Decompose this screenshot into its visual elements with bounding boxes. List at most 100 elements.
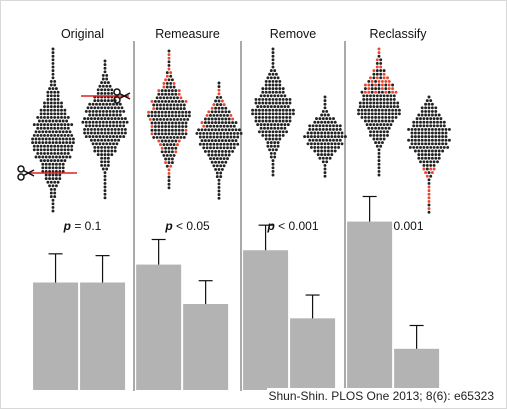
data-point xyxy=(313,120,317,124)
data-point xyxy=(112,113,115,117)
data-point xyxy=(49,180,53,184)
dot-plot-reclassify xyxy=(357,47,451,214)
data-point xyxy=(96,145,100,149)
data-point xyxy=(103,99,107,103)
data-point xyxy=(377,155,381,159)
data-point xyxy=(164,121,168,125)
data-point xyxy=(160,121,164,125)
data-point xyxy=(266,94,270,98)
data-point-highlighted xyxy=(427,185,431,189)
data-point-highlighted xyxy=(164,161,168,165)
data-point xyxy=(320,142,324,146)
data-point xyxy=(215,103,219,107)
data-point xyxy=(372,94,376,98)
data-point xyxy=(392,97,396,101)
data-point xyxy=(202,142,206,146)
data-point xyxy=(410,131,414,135)
data-point xyxy=(276,105,280,109)
data-point xyxy=(68,141,72,145)
data-point xyxy=(422,124,426,128)
data-point xyxy=(326,120,330,124)
data-point xyxy=(271,61,275,65)
data-point xyxy=(222,113,226,117)
data-point xyxy=(392,94,396,98)
data-point xyxy=(419,124,422,128)
data-point xyxy=(338,124,342,128)
data-point xyxy=(49,126,53,130)
data-point xyxy=(39,115,43,119)
data-point xyxy=(103,106,107,110)
data-point-highlighted xyxy=(176,143,179,147)
data-point xyxy=(271,173,275,177)
data-point xyxy=(210,153,214,157)
data-point xyxy=(177,110,181,114)
data-point xyxy=(274,137,278,141)
data-point-highlighted xyxy=(427,192,431,196)
data-point-highlighted xyxy=(384,79,388,83)
data-point xyxy=(212,131,216,135)
data-point xyxy=(162,103,166,107)
data-point xyxy=(110,131,114,135)
data-point xyxy=(234,121,238,125)
dot-cluster-right xyxy=(81,59,129,200)
data-point xyxy=(288,112,292,116)
data-point xyxy=(54,87,58,91)
data-point xyxy=(422,160,426,164)
data-point xyxy=(217,196,221,200)
data-point xyxy=(61,119,65,123)
data-point xyxy=(271,65,275,69)
data-point-highlighted xyxy=(382,76,386,80)
data-point xyxy=(172,85,176,89)
data-point xyxy=(268,137,272,141)
data-point xyxy=(91,135,95,139)
data-point-highlighted xyxy=(363,90,367,94)
data-point xyxy=(427,178,431,182)
data-point xyxy=(210,110,214,114)
data-point xyxy=(278,97,282,101)
data-point xyxy=(377,108,381,112)
data-point xyxy=(49,79,53,83)
data-point xyxy=(48,119,52,123)
data-point xyxy=(48,87,52,91)
data-point xyxy=(280,126,283,130)
data-point xyxy=(437,113,441,117)
data-point xyxy=(427,181,431,185)
data-point xyxy=(203,117,207,121)
data-point xyxy=(49,83,53,87)
data-point xyxy=(164,150,168,154)
data-point xyxy=(281,108,285,112)
data-point xyxy=(360,115,364,119)
data-point xyxy=(212,146,216,150)
dot-cluster-left xyxy=(147,49,191,190)
data-point xyxy=(170,132,174,136)
data-point xyxy=(291,112,295,116)
data-point xyxy=(153,128,157,132)
data-point xyxy=(264,115,268,119)
data-point xyxy=(306,135,310,139)
data-point xyxy=(380,112,384,116)
data-point xyxy=(424,135,428,139)
data-point xyxy=(271,159,275,163)
data-point xyxy=(165,153,169,157)
data-point xyxy=(174,92,178,96)
data-point xyxy=(160,114,164,118)
data-point xyxy=(100,153,104,157)
data-point xyxy=(214,153,218,157)
data-point xyxy=(63,144,67,148)
data-point-highlighted xyxy=(150,132,154,136)
data-point xyxy=(269,141,273,145)
data-point xyxy=(382,101,386,105)
data-point xyxy=(379,105,383,109)
data-point xyxy=(257,115,261,119)
data-point xyxy=(51,130,55,134)
data-point xyxy=(159,107,162,111)
data-point xyxy=(419,145,422,149)
data-point xyxy=(420,138,424,142)
data-point xyxy=(53,180,57,184)
data-point xyxy=(172,135,176,139)
data-point xyxy=(200,139,204,143)
data-point xyxy=(326,149,330,153)
data-point xyxy=(217,182,221,186)
data-point xyxy=(174,139,178,143)
data-point xyxy=(41,141,45,145)
